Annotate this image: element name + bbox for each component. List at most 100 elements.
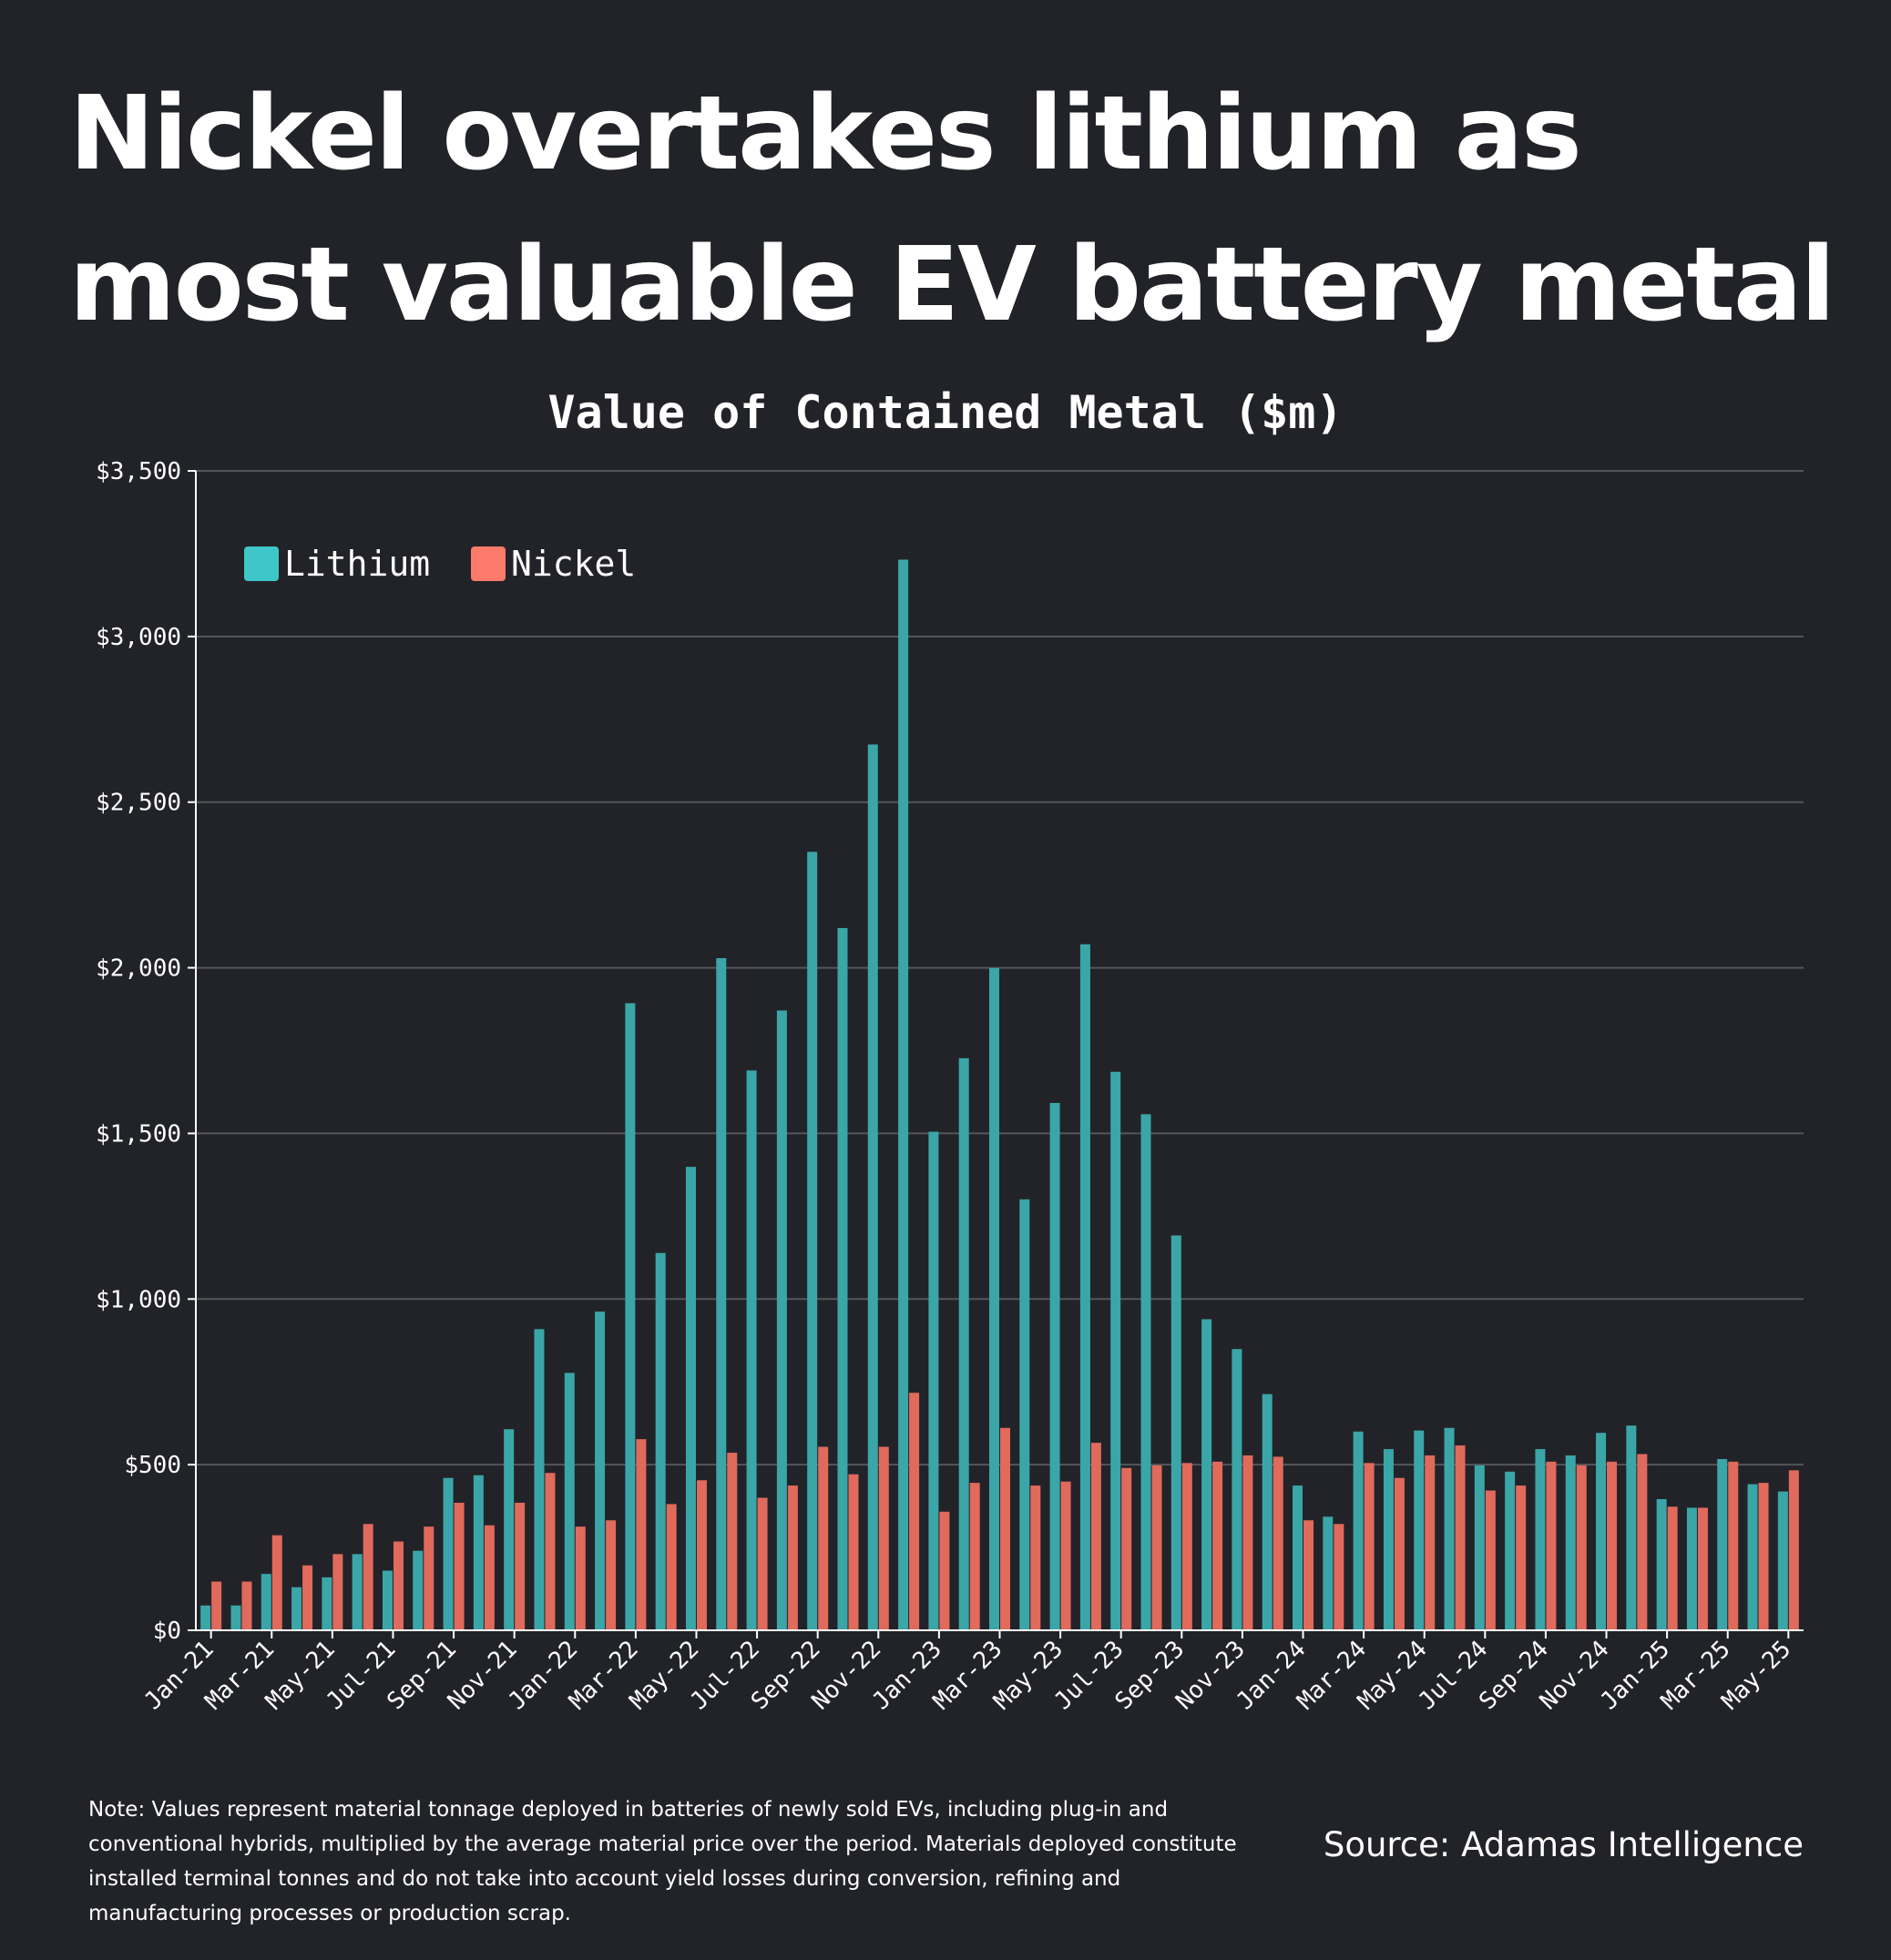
bar-nickel [1273, 1456, 1283, 1630]
bar-nickel [424, 1526, 434, 1630]
bar-nickel [1121, 1467, 1132, 1630]
bar-nickel [818, 1446, 829, 1630]
bar-lithium [1626, 1425, 1637, 1630]
bar-nickel [1060, 1481, 1071, 1630]
bar-lithium [595, 1312, 606, 1630]
legend-label-lithium: Lithium [284, 544, 430, 584]
bar-lithium [746, 1070, 757, 1630]
bar-lithium [322, 1577, 332, 1630]
legend-label-nickel: Nickel [511, 544, 636, 584]
bar-nickel [1212, 1461, 1223, 1630]
bar-nickel [1697, 1507, 1708, 1630]
bar-lithium [1293, 1485, 1303, 1630]
bar-nickel [1455, 1445, 1466, 1630]
legend-swatch-nickel [471, 546, 506, 581]
bar-nickel [606, 1520, 617, 1630]
bar-nickel [1485, 1490, 1496, 1630]
bar-nickel [545, 1473, 556, 1630]
bar-lithium [1747, 1484, 1758, 1630]
bar-lithium [1019, 1199, 1030, 1630]
bar-lithium [625, 1003, 636, 1630]
bar-nickel [1516, 1485, 1527, 1630]
bar-nickel [848, 1474, 859, 1630]
page-title: Nickel overtakes lithium as most valuabl… [69, 75, 1835, 344]
bar-lithium [230, 1605, 241, 1630]
bar-lithium [1535, 1449, 1546, 1630]
bar-lithium [1596, 1433, 1607, 1630]
bar-lithium [1656, 1498, 1667, 1630]
bar-nickel [484, 1525, 495, 1630]
bar-lithium [1444, 1427, 1455, 1630]
bar-lithium [807, 852, 818, 1630]
bar-lithium [1110, 1071, 1121, 1630]
y-tick-label: $500 [124, 1452, 181, 1479]
legend-swatch-lithium [244, 546, 279, 581]
bar-nickel [1788, 1470, 1799, 1630]
footnote: Note: Values represent material tonnage … [88, 1798, 1237, 1925]
bar-nickel [332, 1554, 343, 1630]
bar-nickel [666, 1504, 677, 1630]
bar-lithium [837, 927, 848, 1630]
bar-lithium [1323, 1516, 1334, 1630]
bar-lithium [958, 1057, 969, 1630]
bar-nickel [727, 1453, 738, 1630]
bar-lithium [1201, 1319, 1212, 1630]
bar-nickel [878, 1446, 889, 1630]
bar-nickel [1576, 1465, 1587, 1630]
bar-nickel [1364, 1463, 1375, 1630]
bar-lithium [1474, 1465, 1485, 1630]
bar-lithium [1717, 1458, 1728, 1630]
bar-nickel [1758, 1483, 1769, 1630]
bar-lithium [1170, 1235, 1181, 1630]
bar-lithium [867, 744, 878, 1630]
bar-nickel [909, 1393, 920, 1630]
bar-nickel [939, 1511, 950, 1630]
bar-lithium [898, 559, 909, 1631]
bar-lithium [716, 958, 727, 1630]
bar-lithium [1777, 1491, 1788, 1630]
bar-nickel [757, 1497, 768, 1630]
y-tick-label: $3,000 [96, 624, 181, 651]
bar-lithium [1262, 1393, 1273, 1630]
bar-lithium [1079, 944, 1090, 1630]
y-tick-label: $2,500 [96, 790, 181, 817]
bar-nickel [515, 1502, 526, 1630]
bar-nickel [1546, 1461, 1557, 1630]
bar-lithium [564, 1373, 575, 1630]
bar-nickel [969, 1483, 980, 1630]
bar-lithium [1232, 1349, 1242, 1630]
y-tick-label: $1,500 [96, 1120, 181, 1148]
bar-lithium [504, 1429, 515, 1630]
bar-nickel [1242, 1455, 1253, 1630]
bar-nickel [271, 1535, 282, 1630]
bar-nickel [1151, 1465, 1162, 1630]
bar-nickel [1394, 1477, 1405, 1630]
bar-lithium [261, 1574, 271, 1630]
bar-nickel [696, 1480, 707, 1630]
source-credit: Source: Adamas Intelligence [1323, 1825, 1804, 1864]
bar-lithium [534, 1329, 545, 1630]
bar-lithium [776, 1010, 787, 1630]
bar-lithium [1565, 1455, 1576, 1630]
bar-lithium [1686, 1507, 1697, 1630]
bar-lithium [382, 1570, 393, 1630]
bar-lithium [928, 1131, 939, 1630]
chart-title: Value of Contained Metal ($m) [547, 386, 1344, 439]
bar-nickel [1090, 1443, 1101, 1630]
bar-lithium [685, 1167, 696, 1630]
bar-nickel [575, 1526, 586, 1630]
y-tick-label: $2,000 [96, 955, 181, 983]
bar-lithium [1049, 1102, 1060, 1630]
bar-nickel [1425, 1455, 1436, 1630]
bar-nickel [1728, 1461, 1739, 1630]
bar-nickel [1637, 1454, 1648, 1630]
bar-lithium [1383, 1449, 1394, 1630]
bar-nickel [454, 1502, 465, 1630]
bar-nickel [1030, 1485, 1041, 1630]
bar-nickel [1607, 1461, 1618, 1630]
bar-nickel [363, 1524, 373, 1630]
bar-lithium [1505, 1471, 1516, 1630]
y-tick-label: $0 [153, 1618, 181, 1645]
bar-nickel [636, 1439, 647, 1630]
